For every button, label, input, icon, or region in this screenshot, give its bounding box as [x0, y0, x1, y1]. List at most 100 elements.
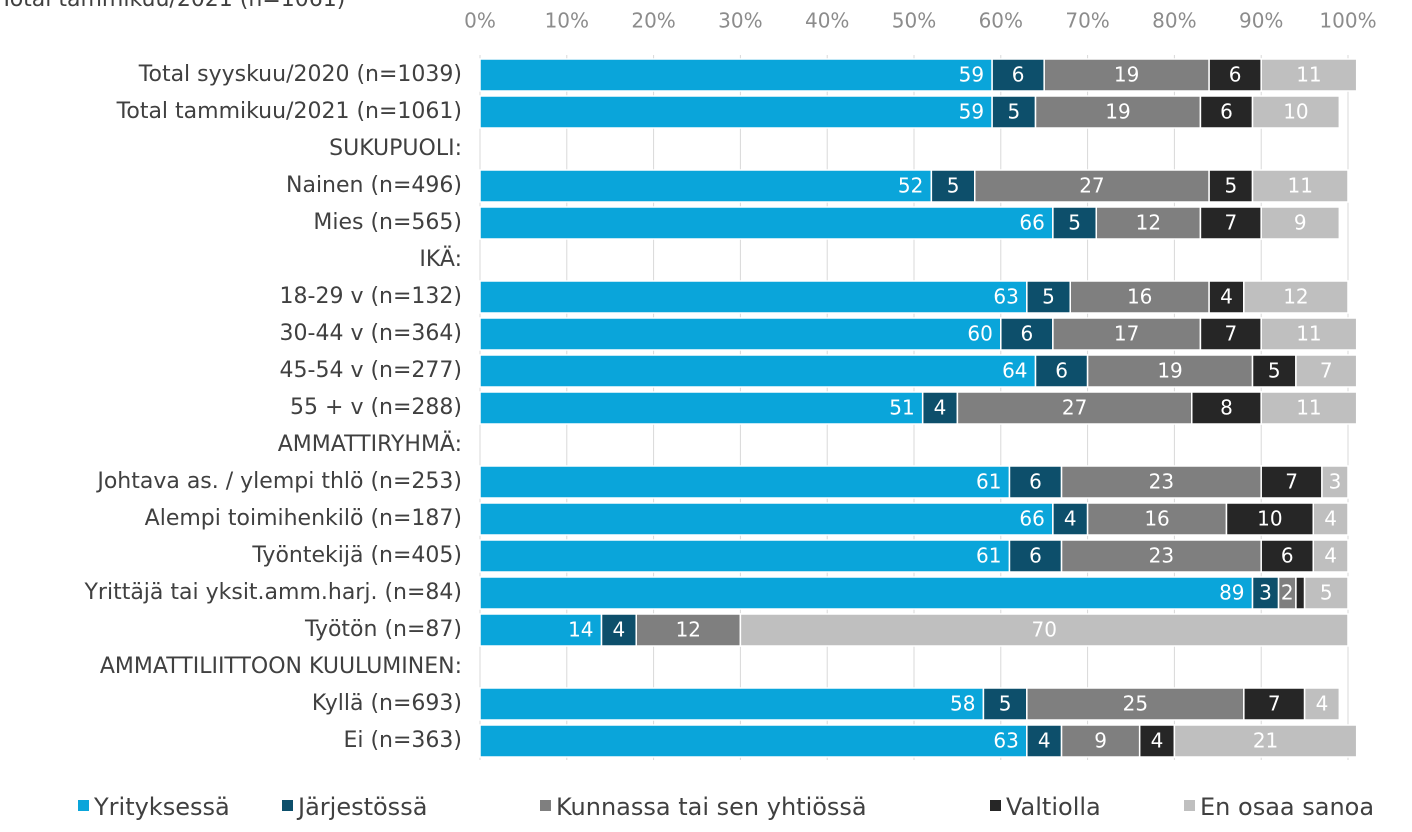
bar-segment — [1199, 206, 1262, 240]
bar-segment — [479, 280, 1028, 314]
bar-segment — [1086, 354, 1254, 388]
data-label: 6 — [1229, 63, 1242, 87]
data-label: 64 — [1002, 359, 1027, 383]
data-label: 9 — [1094, 729, 1107, 753]
bar-segment — [1303, 576, 1349, 610]
data-label: 5 — [947, 174, 960, 198]
bar-segment — [479, 58, 993, 92]
data-label: 6 — [1055, 359, 1068, 383]
data-label: 4 — [1324, 544, 1337, 568]
bar-segment — [479, 576, 1254, 610]
data-label: 51 — [889, 396, 914, 420]
data-label: 25 — [1123, 692, 1148, 716]
x-tick-label: 30% — [718, 9, 762, 33]
bar-segment — [1295, 576, 1306, 610]
bar-segment — [479, 206, 1054, 240]
bar-segment — [479, 539, 1011, 573]
data-label: 63 — [993, 285, 1018, 309]
data-label: 19 — [1114, 63, 1139, 87]
data-label: 14 — [568, 618, 593, 642]
data-label: 12 — [1283, 285, 1308, 309]
bar-segment — [1260, 206, 1341, 240]
bar-segment — [479, 724, 1028, 758]
y-tick-label: 30-44 v (n=364) — [280, 321, 462, 346]
bar-segment — [1173, 724, 1358, 758]
data-label: 5 — [1007, 100, 1020, 124]
bar-segment — [1052, 206, 1098, 240]
data-label: 4 — [1316, 692, 1329, 716]
data-label: 7 — [1224, 211, 1237, 235]
data-label: 4 — [613, 618, 626, 642]
legend-swatch — [540, 800, 551, 811]
bar-segment — [1191, 391, 1262, 425]
data-label: 17 — [1114, 322, 1139, 346]
data-label: 27 — [1079, 174, 1104, 198]
bar-segment — [1208, 169, 1254, 203]
data-label: 52 — [898, 174, 923, 198]
data-label: 23 — [1149, 544, 1174, 568]
data-label: 16 — [1144, 507, 1169, 531]
bar-segment — [1208, 280, 1245, 314]
bar-segment — [1303, 687, 1341, 721]
data-label: 5 — [1068, 211, 1081, 235]
data-label: 4 — [1151, 729, 1164, 753]
data-label: 12 — [1136, 211, 1161, 235]
bar-segment — [1260, 317, 1358, 351]
x-tick-label: 100% — [1319, 9, 1376, 33]
y-tick-label: Nainen (n=496) — [286, 173, 462, 198]
bar-segment — [1260, 391, 1358, 425]
y-tick-label: Kyllä (n=693) — [312, 691, 462, 716]
bar-segment — [1199, 317, 1262, 351]
data-label: 21 — [1253, 729, 1278, 753]
bar-segment — [1260, 58, 1358, 92]
x-tick-label: 40% — [805, 9, 849, 33]
bar-segment — [991, 58, 1045, 92]
bar-segment — [1199, 95, 1254, 129]
data-label: 60 — [967, 322, 992, 346]
x-tick-label: 20% — [631, 9, 675, 33]
data-label: 7 — [1320, 359, 1333, 383]
data-label: 5 — [1320, 581, 1333, 605]
bar-segment — [1251, 354, 1297, 388]
x-tick-label: 60% — [979, 9, 1023, 33]
data-label: 6 — [1020, 322, 1033, 346]
data-label: 10 — [1283, 100, 1308, 124]
bar-segment — [600, 613, 637, 647]
data-label: 61 — [976, 470, 1001, 494]
bar-segment — [1026, 724, 1063, 758]
bar-segment — [1138, 724, 1176, 758]
data-label: 6 — [1012, 63, 1025, 87]
bar-segment — [1026, 687, 1245, 721]
data-label: 7 — [1268, 692, 1281, 716]
bar-segment — [479, 317, 1002, 351]
data-label: 7 — [1285, 470, 1298, 494]
bar-segment — [1295, 354, 1358, 388]
data-label: 59 — [959, 100, 984, 124]
y-tick-label: Yrittäjä tai yksit.amm.harj. (n=84) — [83, 580, 462, 605]
bar-segment — [479, 687, 985, 721]
legend-label: Kunnassa tai sen yhtiössä — [556, 793, 867, 821]
bar-segment — [635, 613, 742, 647]
data-label: 70 — [1031, 618, 1056, 642]
bar-segment — [1052, 317, 1202, 351]
bar-segment — [479, 354, 1037, 388]
bar-segment — [479, 169, 933, 203]
bar-segment — [1225, 502, 1315, 536]
data-label: 8 — [1220, 396, 1233, 420]
legend-label: Järjestössä — [296, 793, 427, 821]
bar-segment — [1069, 280, 1210, 314]
data-label: 66 — [1019, 211, 1044, 235]
bar-segment — [1060, 539, 1262, 573]
bar-segment — [1251, 169, 1349, 203]
data-label: 58 — [950, 692, 975, 716]
data-label: 11 — [1296, 396, 1321, 420]
data-label: 27 — [1062, 396, 1087, 420]
bar-segment — [1052, 502, 1089, 536]
data-label: 11 — [1296, 63, 1321, 87]
data-label: 5 — [1042, 285, 1055, 309]
data-label: 10 — [1257, 507, 1282, 531]
data-label: 11 — [1296, 322, 1321, 346]
bar-segment — [991, 95, 1037, 129]
bar-segment — [1034, 95, 1202, 129]
bar-segment — [1312, 502, 1349, 536]
